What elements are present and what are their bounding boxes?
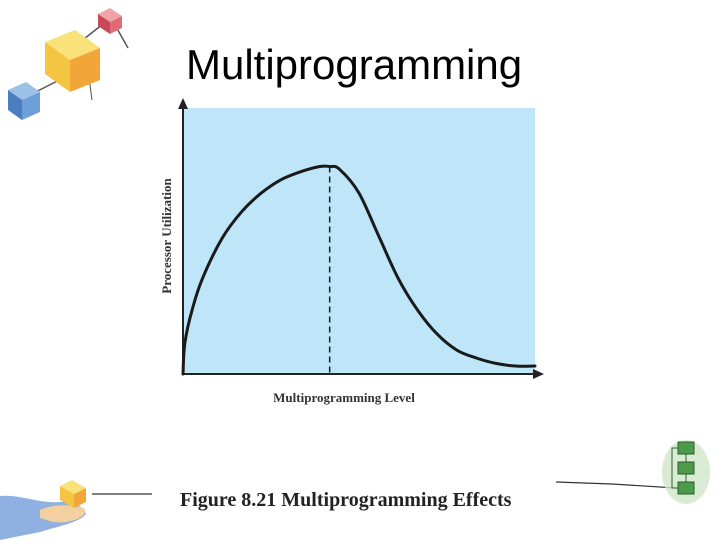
x-axis-label: Multiprogramming Level: [273, 390, 415, 405]
x-axis-arrow: [533, 369, 544, 379]
y-axis-arrow: [178, 98, 188, 109]
figure-caption: Figure 8.21 Multiprogramming Effects: [180, 489, 512, 511]
slide-title: Multiprogramming: [186, 41, 523, 88]
plot-background: [183, 108, 535, 374]
green-flowchart-icon: [556, 440, 710, 504]
hand-holding-cube-icon: [0, 480, 152, 540]
hanging-cubes-icon: [8, 8, 129, 120]
y-axis-label: Processor Utilization: [159, 178, 174, 294]
utilization-curve: [181, 164, 537, 376]
